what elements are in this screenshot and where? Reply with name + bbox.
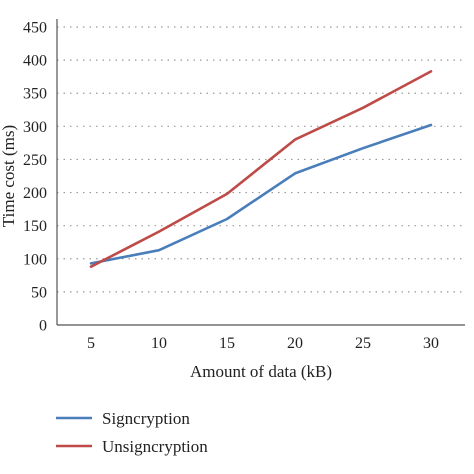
legend-label-unsigncryption: Unsigncryption [102,437,208,456]
legend: Signcryption Unsigncryption [56,409,208,456]
x-tick-label: 20 [287,335,303,352]
series-line-signcryption [89,123,433,265]
x-tick-label: 10 [151,335,167,352]
x-tick-labels: 5 10 15 20 25 30 [87,335,439,352]
y-tick-label: 200 [23,185,47,202]
y-tick-label: 450 [23,20,47,37]
series-line-unsigncryption [89,70,433,269]
y-axis-title: Time cost (ms) [0,125,18,227]
series-lines [89,70,433,269]
x-tick-label: 15 [219,335,235,352]
y-tick-label: 150 [23,218,47,235]
y-tick-label: 400 [23,53,47,70]
x-tick-label: 25 [355,335,371,352]
y-tick-label: 50 [31,284,47,301]
y-tick-label: 300 [23,119,47,136]
x-tick-label: 5 [87,335,95,352]
y-tick-labels: 0 50 100 150 200 250 300 350 400 450 [23,20,47,335]
x-tick-label: 30 [423,335,439,352]
y-tick-label: 100 [23,251,47,268]
x-axis-title: Amount of data (kB) [190,362,332,381]
y-tick-label: 250 [23,152,47,169]
legend-label-signcryption: Signcryption [102,409,190,428]
y-tick-label: 0 [39,318,47,335]
y-tick-label: 350 [23,86,47,103]
